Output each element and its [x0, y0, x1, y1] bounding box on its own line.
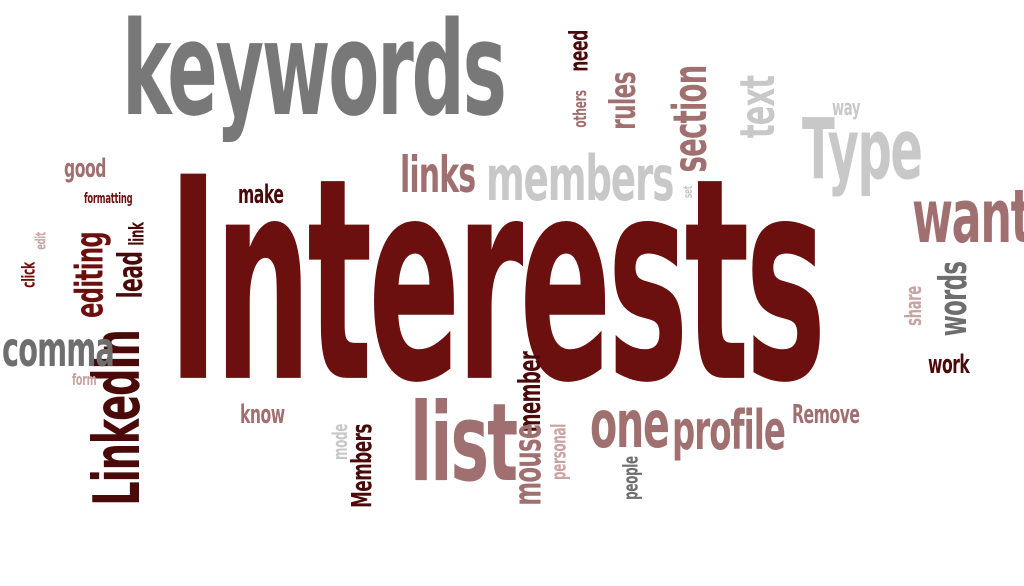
word-link: link: [123, 222, 148, 246]
word-words: words: [931, 261, 976, 337]
word-list: list: [410, 381, 518, 506]
word-edit: edit: [33, 231, 50, 250]
word-members-capital: Members: [344, 424, 378, 508]
word-share: share: [902, 285, 928, 326]
word-profile: profile: [672, 399, 786, 462]
word-member: member: [513, 351, 549, 433]
word-rules: rules: [603, 71, 645, 130]
word-interests: Interests: [168, 119, 826, 445]
word-make: make: [238, 180, 284, 210]
word-way: way: [832, 96, 861, 121]
word-others: others: [570, 89, 592, 128]
word-need: need: [564, 29, 595, 72]
word-remove: Remove: [792, 400, 860, 430]
word-mouse: mouse: [505, 423, 550, 506]
word-want: want: [912, 174, 1024, 260]
word-links: links: [400, 146, 476, 204]
word-people: people: [617, 456, 642, 500]
word-good: good: [64, 154, 106, 184]
word-click: click: [17, 262, 39, 288]
word-personal: personal: [546, 423, 571, 480]
word-lead: lead: [110, 252, 151, 299]
word-members: members: [486, 142, 674, 215]
word-editing: editing: [67, 231, 112, 318]
word-section: section: [663, 65, 718, 173]
word-form: form: [72, 370, 97, 389]
word-text: text: [729, 76, 786, 139]
word-work: work: [928, 350, 970, 380]
word-one: one: [590, 386, 670, 463]
word-comma: comma: [2, 322, 115, 378]
word-know: know: [240, 400, 285, 430]
word-keywords: keywords: [122, 0, 507, 146]
word-type: Type: [802, 100, 923, 199]
word-set: set: [680, 186, 695, 198]
word-formatting: formatting: [84, 191, 133, 207]
